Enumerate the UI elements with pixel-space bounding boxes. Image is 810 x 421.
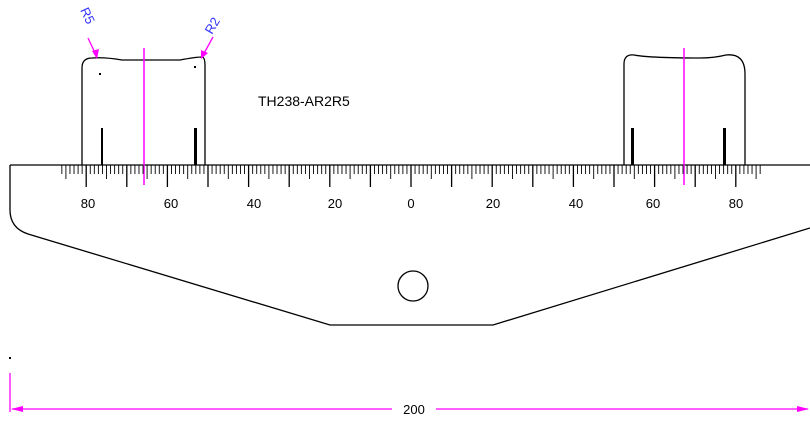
r5-radius-label: R5 (77, 5, 98, 26)
scale-label-right-80: 80 (729, 196, 743, 211)
dimension-arrow-left (11, 406, 23, 412)
scale-label-zero: 0 (407, 196, 414, 211)
scale-label-left-60: 60 (164, 196, 178, 211)
scale-label-left-80: 80 (81, 196, 95, 211)
scale-label-left-40: 40 (247, 196, 261, 211)
dimension-arrow-right (797, 406, 809, 412)
overall-dimension-label: 200 (403, 402, 425, 417)
mounting-hole (397, 270, 429, 302)
scale-label-right-40: 40 (569, 196, 583, 211)
r2-radius-label: R2 (202, 15, 223, 37)
scale-label-right-20: 20 (486, 196, 500, 211)
dimension-dot (9, 357, 11, 359)
r2-arrowhead (201, 50, 208, 59)
right-jaw-mark-b (723, 128, 726, 165)
left-jaw-outline (81, 56, 206, 165)
scale-label-left-20: 20 (328, 196, 342, 211)
left-jaw-mark-b (194, 128, 197, 165)
gauge-body-outline (9, 165, 810, 326)
left-jaw-dot-a (99, 73, 101, 75)
right-jaw-mark-a (631, 128, 634, 165)
scale-ticks (61, 165, 761, 187)
r5-arrowhead (92, 49, 99, 59)
left-jaw-mark-a (101, 128, 103, 165)
scale-label-right-60: 60 (646, 196, 660, 211)
left-jaw-dot-b (194, 66, 196, 68)
right-jaw-outline (623, 54, 746, 165)
part-number-label: TH238-AR2R5 (258, 93, 350, 109)
